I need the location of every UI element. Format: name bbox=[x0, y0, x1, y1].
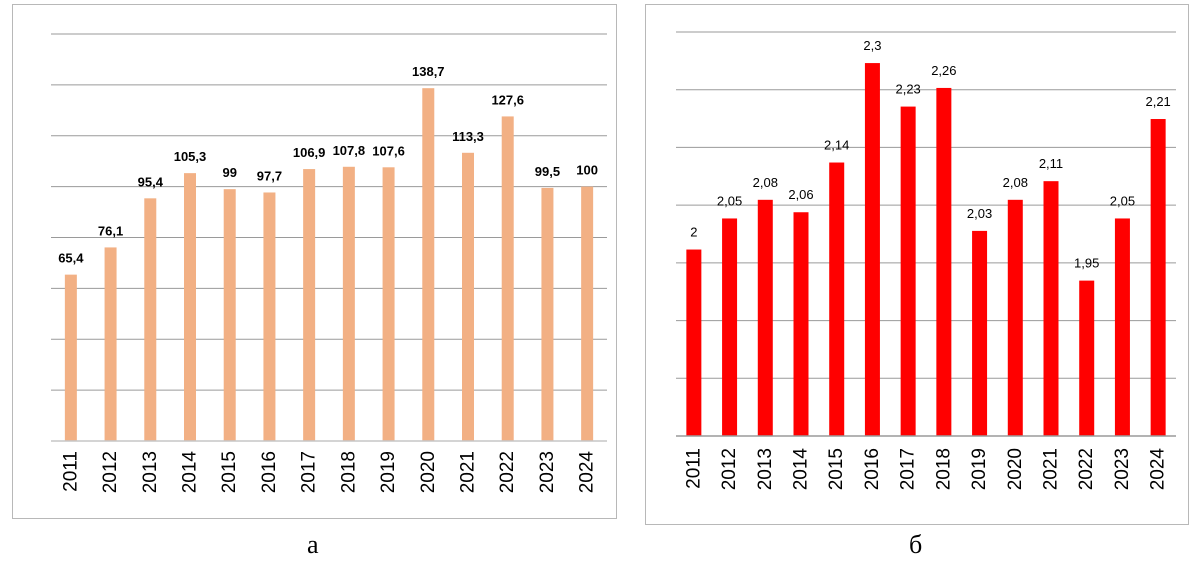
data-label-2011: 2 bbox=[690, 225, 697, 240]
x-tick-label-2019: 2019 bbox=[378, 451, 399, 493]
x-tick-label-2014: 2014 bbox=[180, 451, 201, 494]
bar-2012 bbox=[104, 247, 117, 441]
data-label-2012: 76,1 bbox=[98, 223, 123, 238]
bar-2024 bbox=[581, 186, 594, 441]
x-tick-label-2012: 2012 bbox=[100, 451, 121, 493]
x-tick-label-2012: 2012 bbox=[719, 448, 740, 490]
data-label-2017: 106,9 bbox=[293, 145, 326, 160]
bar-2021 bbox=[462, 152, 474, 441]
bar-2013 bbox=[144, 198, 157, 441]
x-tick-label-2021: 2021 bbox=[458, 451, 479, 493]
x-tick-label-2022: 2022 bbox=[497, 451, 518, 493]
data-label-2018: 2,26 bbox=[931, 63, 956, 78]
data-label-2015: 99 bbox=[222, 165, 236, 180]
data-label-2024: 2,21 bbox=[1145, 94, 1170, 109]
caption-b: б bbox=[909, 530, 923, 559]
x-tick-label-2016: 2016 bbox=[259, 451, 280, 493]
bar-2012 bbox=[722, 218, 738, 436]
x-tick-label-2019: 2019 bbox=[969, 448, 990, 490]
x-tick-label-2021: 2021 bbox=[1041, 448, 1062, 490]
x-tick-label-2024: 2024 bbox=[1148, 448, 1169, 491]
bar-2021 bbox=[1043, 181, 1059, 436]
x-tick-label-2024: 2024 bbox=[577, 451, 598, 494]
bar-2024 bbox=[1150, 119, 1166, 436]
data-label-2015: 2,14 bbox=[824, 138, 849, 153]
bar-2023 bbox=[541, 187, 554, 441]
x-tick-label-2014: 2014 bbox=[791, 448, 812, 491]
x-tick-label-2016: 2016 bbox=[862, 448, 883, 490]
x-tick-label-2018: 2018 bbox=[933, 448, 954, 490]
data-label-2021: 113,3 bbox=[452, 129, 484, 144]
bar-2015 bbox=[223, 189, 236, 441]
x-tick-label-2020: 2020 bbox=[418, 451, 439, 493]
bar-2018 bbox=[936, 87, 952, 436]
bar-2019 bbox=[972, 230, 988, 436]
x-tick-label-2015: 2015 bbox=[826, 448, 847, 490]
data-label-2018: 107,8 bbox=[333, 143, 366, 158]
bar-2017 bbox=[303, 169, 316, 441]
bar-2014 bbox=[184, 173, 196, 441]
bar-2017 bbox=[900, 106, 916, 436]
data-label-2012: 2,05 bbox=[717, 193, 742, 208]
x-tick-label-2011: 2011 bbox=[683, 448, 704, 489]
data-label-2020: 138,7 bbox=[412, 64, 445, 79]
x-tick-label-2013: 2013 bbox=[755, 448, 776, 490]
data-label-2019: 2,03 bbox=[967, 206, 992, 221]
bar-2015 bbox=[829, 162, 845, 436]
bar-2016 bbox=[864, 63, 880, 436]
x-tick-label-2011: 2011 bbox=[60, 451, 81, 492]
data-label-2011: 65,4 bbox=[58, 251, 84, 266]
x-tick-label-2013: 2013 bbox=[140, 451, 161, 493]
chart-panel-a: 65,4 2011 76,1 2012 95,4 2013 105,3 2014 99 2015 9… bbox=[12, 4, 617, 519]
bar-2020 bbox=[422, 88, 435, 441]
data-label-2014: 2,06 bbox=[788, 187, 813, 202]
data-label-2023: 2,05 bbox=[1110, 193, 1135, 208]
bar-chart-a: 65,4 2011 76,1 2012 95,4 2013 105,3 2014 99 2015 9… bbox=[51, 33, 607, 494]
data-label-2023: 99,5 bbox=[535, 164, 560, 179]
data-label-2013: 2,08 bbox=[753, 175, 778, 190]
bar-2022 bbox=[501, 116, 514, 441]
bar-2011 bbox=[686, 249, 702, 436]
bar-2018 bbox=[342, 166, 355, 441]
x-tick-label-2017: 2017 bbox=[299, 451, 320, 493]
bar-2020 bbox=[1007, 199, 1023, 436]
x-tick-label-2018: 2018 bbox=[338, 451, 359, 493]
x-tick-label-2022: 2022 bbox=[1076, 448, 1097, 490]
data-label-2013: 95,4 bbox=[138, 174, 164, 189]
data-label-2016: 2,3 bbox=[863, 38, 881, 53]
bar-2011 bbox=[64, 274, 77, 441]
x-tick-label-2020: 2020 bbox=[1005, 448, 1026, 490]
data-label-2020: 2,08 bbox=[1003, 175, 1028, 190]
x-tick-label-2023: 2023 bbox=[537, 451, 558, 493]
caption-a: а bbox=[307, 530, 319, 559]
x-tick-label-2017: 2017 bbox=[898, 448, 919, 490]
data-label-2021: 2,11 bbox=[1039, 156, 1063, 171]
bar-chart-b: 2 2011 2,05 2012 2,08 2013 2,06 2014 2,14 2015 2,3… bbox=[676, 31, 1176, 491]
data-label-2019: 107,6 bbox=[372, 143, 405, 158]
data-label-2016: 97,7 bbox=[257, 168, 282, 183]
data-label-2022: 127,6 bbox=[491, 92, 524, 107]
data-label-2014: 105,3 bbox=[174, 149, 207, 164]
bar-2016 bbox=[263, 192, 276, 441]
data-label-2024: 100 bbox=[576, 163, 598, 178]
data-label-2022: 1,95 bbox=[1074, 256, 1099, 271]
bar-2014 bbox=[793, 212, 809, 436]
bar-2013 bbox=[757, 199, 773, 436]
bar-2019 bbox=[382, 167, 395, 442]
x-tick-label-2023: 2023 bbox=[1112, 448, 1133, 490]
data-label-2017: 2,23 bbox=[895, 82, 920, 97]
bar-2022 bbox=[1079, 280, 1095, 436]
x-tick-label-2015: 2015 bbox=[219, 451, 240, 493]
bar-2023 bbox=[1114, 218, 1130, 436]
chart-panel-b: 2 2011 2,05 2012 2,08 2013 2,06 2014 2,14 2015 2,3… bbox=[645, 4, 1189, 525]
